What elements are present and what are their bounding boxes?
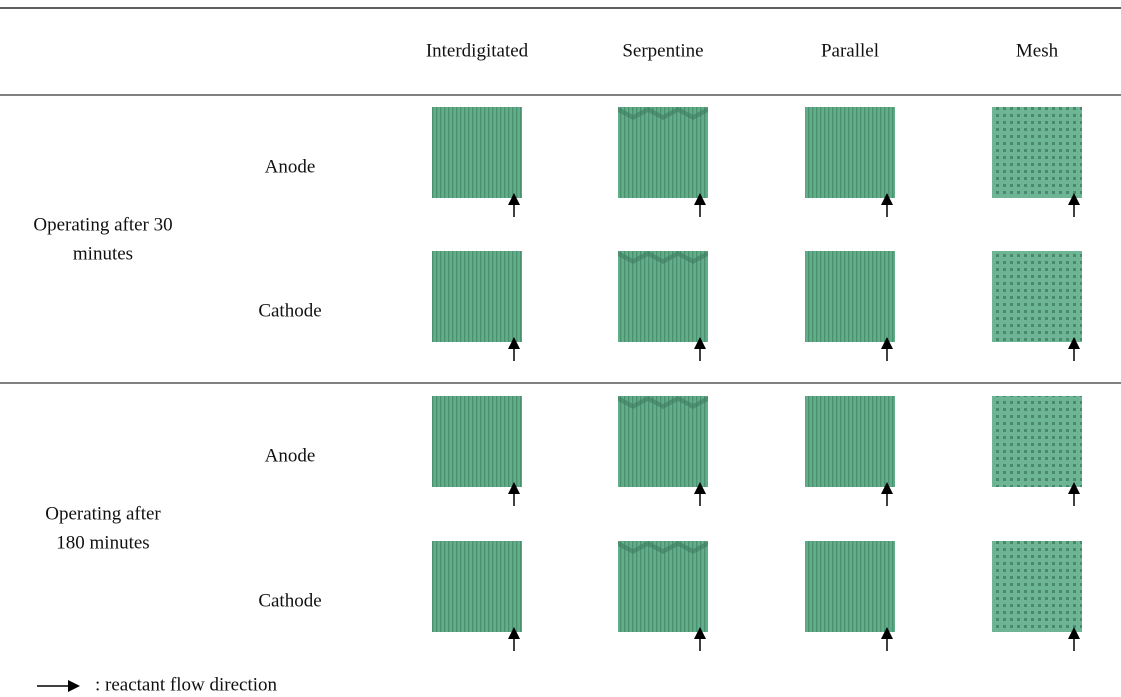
group-label: Operating after [45, 503, 161, 524]
flow-field-photo [432, 251, 522, 342]
flow-field-photo [618, 541, 708, 632]
flow-field-photo [618, 396, 708, 487]
row-label: Anode [265, 156, 316, 177]
legend-text: : reactant flow direction [95, 674, 278, 695]
column-header: Mesh [1016, 40, 1059, 61]
column-header: Parallel [821, 40, 879, 61]
flow-field-photo [432, 396, 522, 487]
group-label: 180 minutes [56, 532, 149, 553]
flow-field-photo [992, 107, 1082, 198]
flow-field-photo [805, 107, 895, 198]
flow-field-photo [805, 396, 895, 487]
flow-field-photo [432, 541, 522, 632]
flow-field-photo [618, 251, 708, 342]
flow-field-photo [992, 396, 1082, 487]
column-header: Interdigitated [426, 40, 529, 61]
flow-field-photo [805, 541, 895, 632]
flow-field-photo [432, 107, 522, 198]
flow-field-photo [992, 541, 1082, 632]
group-label: Operating after 30 [33, 214, 172, 235]
row-label: Anode [265, 445, 316, 466]
group-label: minutes [73, 243, 133, 264]
flow-field-photo [805, 251, 895, 342]
flow-field-photo [618, 107, 708, 198]
figure: : reactant flow direction Interdigitated… [0, 0, 1121, 697]
flow-field-photo [992, 251, 1082, 342]
column-header: Serpentine [622, 40, 703, 61]
row-label: Cathode [258, 300, 321, 321]
row-label: Cathode [258, 590, 321, 611]
